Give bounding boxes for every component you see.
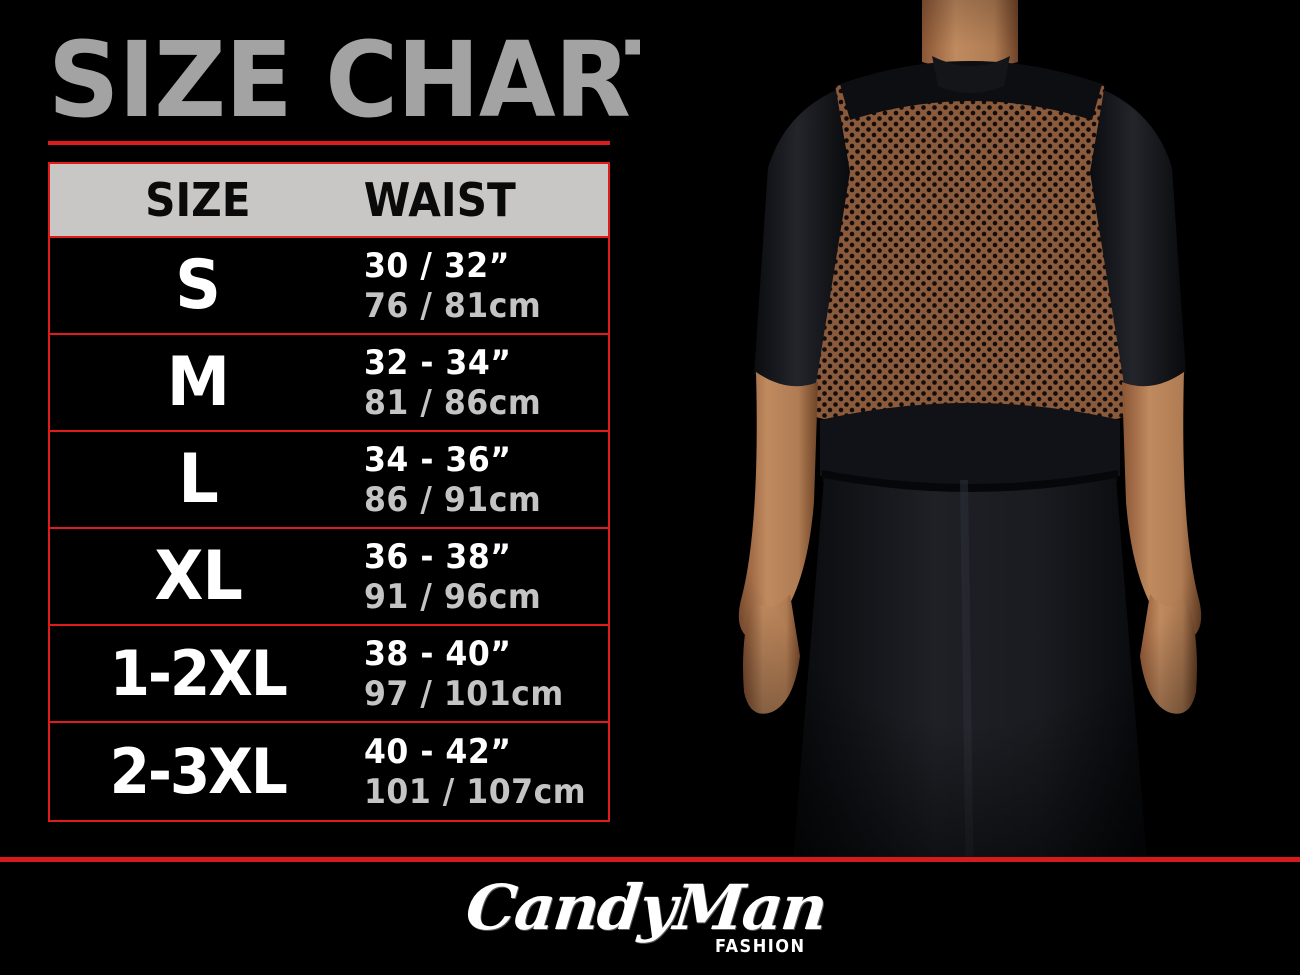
size-label: S xyxy=(175,245,221,325)
brand-name: CandyMan xyxy=(462,871,830,944)
cell-waist: 38 - 40” 97 / 101cm xyxy=(346,626,608,721)
size-label: XL xyxy=(154,536,243,616)
waist-inches: 32 - 34” xyxy=(363,342,512,383)
cell-size: L xyxy=(50,432,346,527)
cell-size: M xyxy=(50,335,346,430)
cell-waist: 30 / 32” 76 / 81cm xyxy=(346,238,608,333)
size-chart-table: SIZE WAIST S 30 / 32” 76 / 81cm M 32 - 3… xyxy=(48,162,610,822)
table-header-row: SIZE WAIST xyxy=(50,164,608,238)
column-header-waist: WAIST xyxy=(363,173,516,227)
size-label: M xyxy=(166,342,230,422)
waist-centimeters: 86 / 91cm xyxy=(363,479,541,520)
title-block: SIZE CHART xyxy=(48,28,693,145)
cell-size: S xyxy=(50,238,346,333)
table-row: S 30 / 32” 76 / 81cm xyxy=(50,238,608,335)
cell-waist: 40 - 42” 101 / 107cm xyxy=(346,723,608,820)
size-label: L xyxy=(178,439,219,519)
waist-inches: 30 / 32” xyxy=(363,245,510,286)
waist-centimeters: 81 / 86cm xyxy=(363,382,541,423)
cell-waist: 34 - 36” 86 / 91cm xyxy=(346,432,608,527)
table-row: L 34 - 36” 86 / 91cm xyxy=(50,432,608,529)
size-label: 1-2XL xyxy=(109,636,288,710)
waist-centimeters: 91 / 96cm xyxy=(363,576,541,617)
product-photo: Best Man xyxy=(640,0,1300,857)
title-underline-rule xyxy=(48,141,610,145)
table-row: M 32 - 34” 81 / 86cm xyxy=(50,335,608,432)
cell-size: 2-3XL xyxy=(50,723,346,820)
cell-size: 1-2XL xyxy=(50,626,346,721)
waist-inches: 34 - 36” xyxy=(363,439,512,480)
page-title: SIZE CHART xyxy=(48,19,693,141)
cell-size: XL xyxy=(50,529,346,624)
waist-inches: 40 - 42” xyxy=(363,731,512,772)
waist-centimeters: 97 / 101cm xyxy=(363,673,564,714)
cell-waist: 36 - 38” 91 / 96cm xyxy=(346,529,608,624)
model-illustration xyxy=(640,0,1300,857)
table-row: XL 36 - 38” 91 / 96cm xyxy=(50,529,608,626)
column-header-size: SIZE xyxy=(145,173,251,227)
waist-centimeters: 101 / 107cm xyxy=(363,771,586,812)
waist-inches: 36 - 38” xyxy=(363,536,512,577)
waist-centimeters: 76 / 81cm xyxy=(363,285,541,326)
table-row: 1-2XL 38 - 40” 97 / 101cm xyxy=(50,626,608,723)
waist-inches: 38 - 40” xyxy=(363,633,512,674)
brand-tagline: FASHION xyxy=(715,936,806,957)
table-row: 2-3XL 40 - 42” 101 / 107cm xyxy=(50,723,608,820)
cell-waist: 32 - 34” 81 / 86cm xyxy=(346,335,608,430)
size-label: 2-3XL xyxy=(109,734,288,808)
brand-logo: CandyMan FASHION xyxy=(463,871,850,966)
bottom-divider-rule xyxy=(0,857,1300,862)
